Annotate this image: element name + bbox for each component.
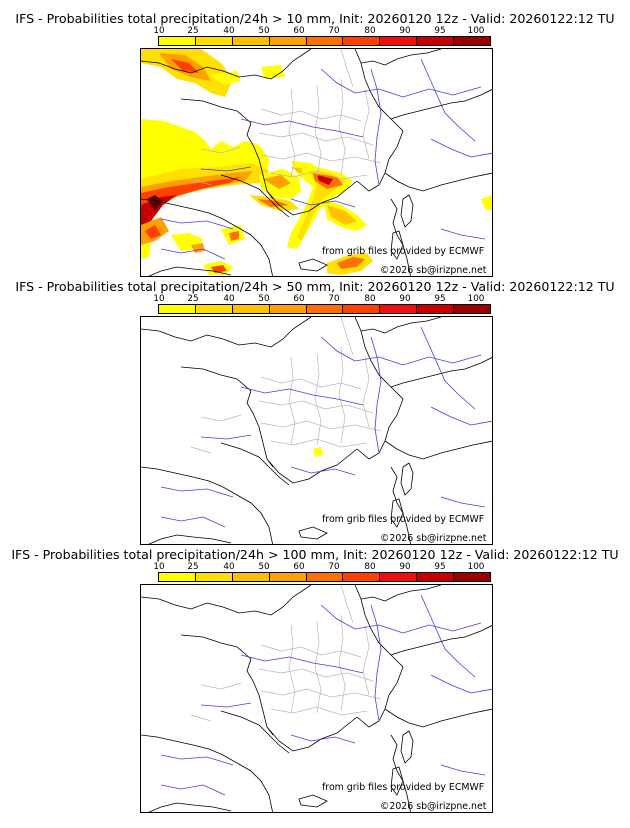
colorbar: 10 25 40 50 60 70 80 90 95 100 bbox=[153, 562, 491, 584]
precipitation-map bbox=[140, 48, 493, 277]
colorbar-tick-label: 25 bbox=[187, 26, 199, 36]
colorbar-segment bbox=[343, 305, 381, 313]
colorbar-tick-label: 40 bbox=[223, 294, 235, 304]
colorbar-segment bbox=[195, 305, 233, 313]
copyright-credit: ©2026 sb@irizpne.net bbox=[380, 533, 487, 544]
colorbar-tick-label: 90 bbox=[399, 294, 411, 304]
colorbar-segment bbox=[159, 305, 196, 313]
colorbar-bar bbox=[158, 572, 491, 582]
colorbar-segment bbox=[195, 573, 233, 581]
colorbar-tick-label: 40 bbox=[223, 562, 235, 572]
precipitation-map bbox=[140, 584, 493, 813]
panel-10mm: IFS - Probabilities total precipitation/… bbox=[0, 0, 630, 277]
copyright-credit: ©2026 sb@irizpne.net bbox=[380, 801, 487, 812]
colorbar-tick-label: 50 bbox=[258, 26, 270, 36]
colorbar-segment bbox=[159, 37, 196, 45]
colorbar-tick-label: 10 bbox=[153, 562, 165, 572]
colorbar-tick-label: 80 bbox=[364, 294, 376, 304]
colorbar-tick-label: 70 bbox=[328, 26, 340, 36]
colorbar-segment bbox=[232, 573, 270, 581]
colorbar-segment bbox=[159, 573, 196, 581]
source-credit: from grib files provided by ECMWF bbox=[322, 514, 485, 525]
panel-title: IFS - Probabilities total precipitation/… bbox=[15, 11, 615, 26]
panel-50mm: IFS - Probabilities total precipitation/… bbox=[0, 268, 630, 545]
colorbar-segment bbox=[306, 37, 344, 45]
colorbar-segment bbox=[269, 573, 307, 581]
colorbar-tick-label: 60 bbox=[293, 562, 305, 572]
precipitation-map bbox=[140, 316, 493, 545]
colorbar: 10 25 40 50 60 70 80 90 95 100 bbox=[153, 26, 491, 48]
colorbar-tick-label: 95 bbox=[434, 26, 446, 36]
colorbar-tick-label: 40 bbox=[223, 26, 235, 36]
colorbar-segment bbox=[195, 37, 233, 45]
colorbar-tick-label: 10 bbox=[153, 26, 165, 36]
colorbar-tick-label: 100 bbox=[467, 26, 485, 36]
colorbar-tick-label: 80 bbox=[364, 26, 376, 36]
panel-100mm: IFS - Probabilities total precipitation/… bbox=[0, 536, 630, 813]
colorbar-bar bbox=[158, 36, 491, 46]
colorbar-segment bbox=[417, 305, 455, 313]
colorbar-segment bbox=[454, 573, 491, 581]
colorbar-segment bbox=[380, 573, 418, 581]
colorbar-segment bbox=[306, 573, 344, 581]
colorbar-segment bbox=[454, 305, 491, 313]
colorbar-segment bbox=[380, 305, 418, 313]
colorbar-tick-label: 90 bbox=[399, 562, 411, 572]
colorbar-segment bbox=[343, 573, 381, 581]
colorbar-tick-label: 10 bbox=[153, 294, 165, 304]
colorbar-segment bbox=[306, 305, 344, 313]
colorbar-tick-label: 100 bbox=[467, 562, 485, 572]
colorbar-tick-label: 25 bbox=[187, 562, 199, 572]
colorbar-tick-label: 95 bbox=[434, 562, 446, 572]
colorbar-segment bbox=[269, 305, 307, 313]
colorbar-tick-label: 60 bbox=[293, 26, 305, 36]
colorbar: 10 25 40 50 60 70 80 90 95 100 bbox=[153, 294, 491, 316]
source-credit: from grib files provided by ECMWF bbox=[322, 246, 485, 257]
colorbar-segment bbox=[232, 37, 270, 45]
colorbar-segment bbox=[343, 37, 381, 45]
colorbar-segment bbox=[380, 37, 418, 45]
panel-title: IFS - Probabilities total precipitation/… bbox=[15, 279, 615, 294]
colorbar-tick-label: 70 bbox=[328, 294, 340, 304]
copyright-credit: ©2026 sb@irizpne.net bbox=[380, 265, 487, 276]
colorbar-segment bbox=[232, 305, 270, 313]
precip-field bbox=[313, 447, 323, 457]
colorbar-tick-label: 80 bbox=[364, 562, 376, 572]
colorbar-tick-label: 60 bbox=[293, 294, 305, 304]
colorbar-tick-label: 95 bbox=[434, 294, 446, 304]
colorbar-segment bbox=[417, 573, 455, 581]
precip-field bbox=[141, 49, 492, 275]
colorbar-bar bbox=[158, 304, 491, 314]
colorbar-tick-label: 70 bbox=[328, 562, 340, 572]
source-credit: from grib files provided by ECMWF bbox=[322, 782, 485, 793]
panel-title: IFS - Probabilities total precipitation/… bbox=[11, 547, 619, 562]
colorbar-tick-label: 90 bbox=[399, 26, 411, 36]
colorbar-tick-label: 100 bbox=[467, 294, 485, 304]
colorbar-tick-label: 25 bbox=[187, 294, 199, 304]
colorbar-tick-label: 50 bbox=[258, 294, 270, 304]
colorbar-segment bbox=[417, 37, 455, 45]
colorbar-tick-label: 50 bbox=[258, 562, 270, 572]
colorbar-segment bbox=[269, 37, 307, 45]
colorbar-segment bbox=[454, 37, 491, 45]
